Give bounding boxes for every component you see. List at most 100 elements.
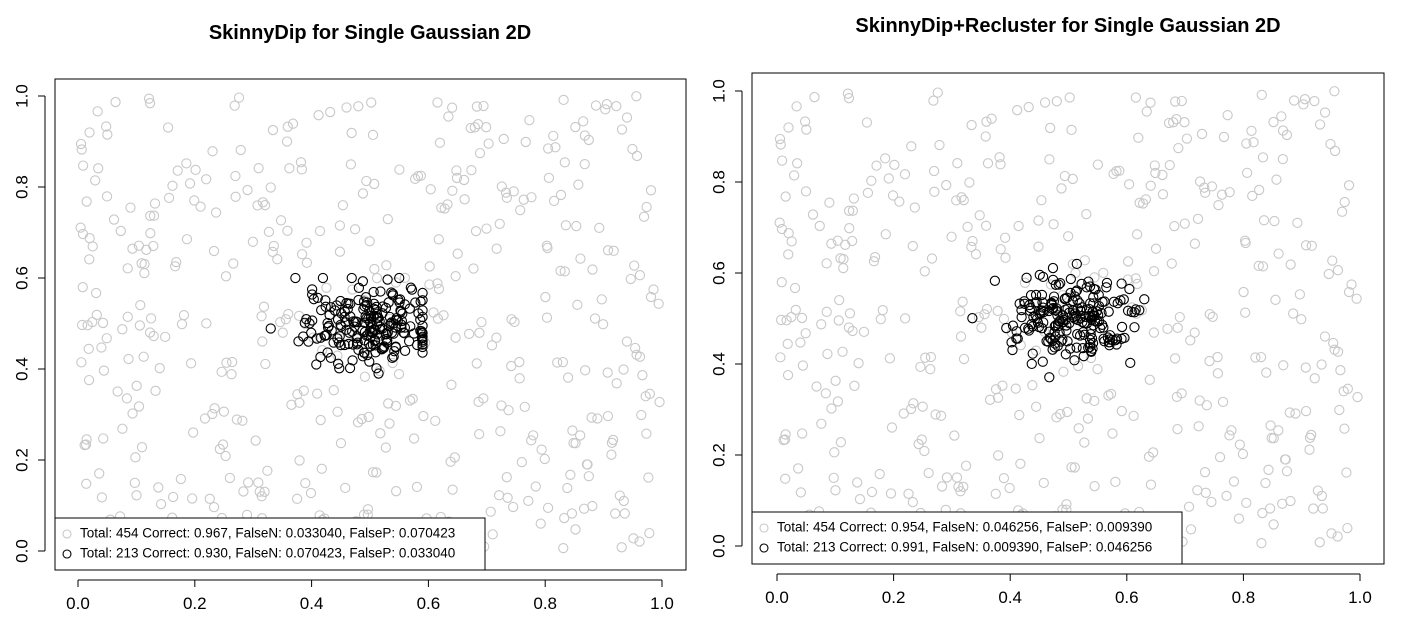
noise-point [852, 477, 863, 488]
noise-point [1192, 213, 1204, 224]
cluster-point [304, 318, 315, 329]
cluster-point [322, 322, 334, 333]
noise-point [237, 415, 248, 426]
cluster-point [1044, 332, 1055, 343]
noise-point [833, 315, 844, 326]
noise-point [634, 351, 646, 362]
noise-point [451, 172, 463, 184]
noise-point [148, 330, 159, 342]
noise-point [204, 493, 215, 504]
noise-point [869, 251, 881, 263]
noise-point [514, 356, 525, 368]
noise-point [868, 256, 880, 267]
noise-point [208, 501, 220, 513]
noise-point [145, 210, 156, 221]
noise-point [526, 435, 537, 446]
noise-point [281, 136, 293, 147]
cluster-point [333, 337, 345, 348]
noise-point [807, 209, 819, 220]
noise-point [830, 375, 841, 386]
noise-point [384, 418, 395, 429]
noise-point [643, 472, 654, 483]
noise-point [1149, 160, 1160, 171]
noise-point [221, 357, 232, 368]
cluster-point [322, 347, 333, 358]
noise-point [1079, 437, 1090, 448]
noise-point [630, 342, 641, 354]
noise-point [96, 342, 107, 353]
noise-point [930, 409, 941, 420]
noise-point [541, 240, 553, 251]
noise-point [621, 112, 633, 123]
noise-point [508, 186, 519, 197]
cluster-point [415, 296, 426, 307]
noise-point [568, 437, 579, 449]
noise-point [451, 165, 462, 176]
noise-point [1335, 365, 1346, 376]
noise-point [1329, 145, 1341, 157]
noise-point [640, 391, 651, 402]
noise-point [1269, 215, 1280, 227]
noise-point [1268, 116, 1279, 128]
noise-point [1066, 124, 1077, 136]
noise-point [1110, 476, 1121, 488]
noise-point [1228, 476, 1240, 487]
legend: Total: 454 Correct: 0.967, FalseN: 0.033… [54, 517, 486, 571]
cluster-point [1130, 304, 1141, 315]
noise-point [500, 187, 512, 198]
y-tick-label: 1.0 [12, 84, 31, 108]
noise-point [821, 306, 832, 317]
scatter-panel-2: SkinnyDip+Recluster for Single Gaussian … [709, 15, 1385, 607]
noise-point [190, 164, 201, 176]
noise-point [889, 159, 900, 171]
noise-point [1339, 423, 1350, 434]
noise-point [108, 214, 120, 225]
noise-point [171, 256, 182, 268]
noise-point [586, 412, 597, 423]
noise-point [1069, 462, 1080, 473]
cluster-point [1124, 283, 1135, 295]
noise-point [981, 116, 992, 127]
noise-point [1199, 467, 1211, 478]
noise-point [611, 378, 622, 389]
noise-point [994, 152, 1005, 163]
noise-point [840, 239, 851, 250]
noise-point [1150, 243, 1162, 254]
noise-point [293, 310, 305, 322]
noise-point [1033, 215, 1044, 226]
noise-point [515, 204, 526, 216]
noise-point [523, 495, 534, 507]
cluster-point [368, 286, 379, 298]
noise-point [1238, 286, 1249, 298]
noise-point [778, 434, 789, 446]
noise-point [1352, 391, 1363, 403]
noise-point [328, 385, 339, 396]
noise-point [332, 350, 343, 361]
cluster-point [1062, 336, 1073, 347]
noise-point [562, 372, 574, 383]
noise-point [908, 398, 919, 409]
noise-point [84, 127, 95, 138]
noise-point [1309, 95, 1320, 107]
noise-point [262, 465, 273, 476]
noise-point [1253, 260, 1264, 272]
noise-point [520, 136, 531, 148]
cluster-point [370, 335, 381, 346]
noise-point [631, 91, 642, 102]
noise-point [1181, 133, 1193, 144]
noise-point [589, 313, 601, 324]
noise-point [1000, 252, 1011, 263]
cluster-point [1088, 292, 1099, 303]
cluster-point [416, 333, 428, 344]
noise-point [1308, 503, 1319, 514]
legend-box [751, 511, 1183, 565]
noise-point [929, 186, 940, 197]
noise-point [430, 415, 441, 427]
noise-point [452, 248, 463, 259]
noise-point [780, 429, 791, 440]
noise-point [1132, 278, 1143, 290]
cluster-point [387, 352, 398, 364]
cluster-point [320, 301, 331, 312]
noise-point [637, 370, 648, 381]
y-axis: 0.0 0.2 0.4 0.6 0.8 1.0 [709, 79, 743, 558]
